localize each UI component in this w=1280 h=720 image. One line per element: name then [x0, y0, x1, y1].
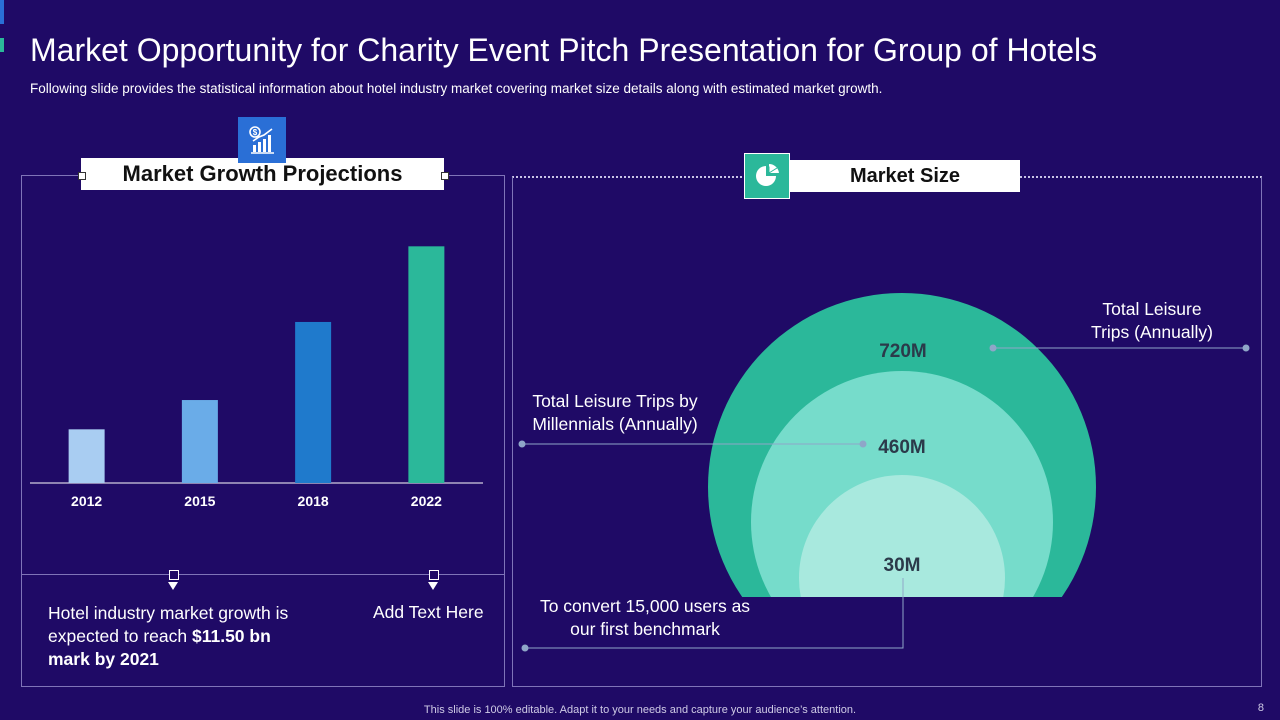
slide-subtitle: Following slide provides the statistical…	[30, 81, 883, 96]
panel-divider	[21, 574, 505, 575]
heading-handle-left	[78, 172, 86, 180]
money-chart-icon: $	[238, 117, 286, 163]
growth-note-bold: $11.50 bn mark by 2021	[48, 626, 271, 669]
inner-value-label: 30M	[884, 555, 921, 576]
tick-label-2018: 2018	[298, 493, 329, 509]
market-size-heading: Market Size	[790, 160, 1020, 192]
pointer-right-icon	[428, 582, 438, 590]
pie-chart-icon	[744, 153, 790, 199]
add-text-note: Add Text Here	[373, 602, 484, 622]
bar-2018	[295, 321, 332, 483]
accent-bar-blue	[0, 0, 4, 24]
callout-inner-text: To convert 15,000 users as our first ben…	[539, 596, 751, 639]
tick-label-2012: 2012	[71, 493, 102, 509]
bar-2015	[181, 400, 218, 483]
divider-marker-left	[169, 570, 179, 580]
tick-label-2022: 2022	[411, 493, 442, 509]
market-growth-heading: Market Growth Projections	[81, 158, 444, 190]
callout-line-inner	[525, 578, 904, 649]
callout-dot-outer-start	[989, 344, 997, 352]
callout-dot-middle-end	[859, 440, 867, 448]
page-number: 8	[1257, 702, 1264, 714]
callout-middle-text: Total Leisure Trips by Millennials (Annu…	[532, 391, 698, 434]
growth-note: Hotel industry market growth is expected…	[48, 602, 308, 671]
heading-handle-right	[441, 172, 449, 180]
accent-bar-teal	[0, 38, 4, 52]
divider-marker-right	[429, 570, 439, 580]
pointer-left-icon	[168, 582, 178, 590]
svg-text:$: $	[253, 128, 258, 137]
bar-2022	[408, 246, 445, 483]
middle-value-label: 460M	[878, 437, 926, 458]
slide-footer: This slide is 100% editable. Adapt it to…	[423, 704, 857, 716]
callout-dot-middle-start	[518, 440, 526, 448]
circle-inner	[799, 475, 1005, 597]
slide-title: Market Opportunity for Charity Event Pit…	[30, 32, 1098, 68]
callout-outer-text: Total Leisure Trips (Annually)	[1091, 299, 1213, 342]
growth-note-text: Hotel industry market growth is expected…	[48, 603, 289, 646]
tick-label-2015: 2015	[184, 493, 215, 509]
bar-2012	[68, 429, 105, 483]
callout-dot-outer-end	[1242, 344, 1250, 352]
callout-dot-inner-end	[521, 644, 529, 652]
outer-value-label: 720M	[879, 341, 927, 362]
